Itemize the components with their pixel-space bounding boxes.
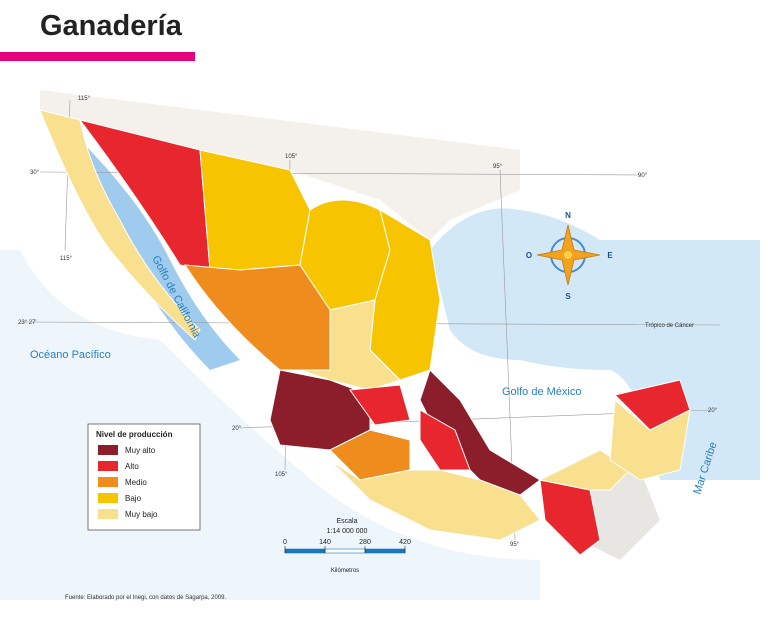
legend-swatch bbox=[98, 445, 118, 455]
graticule-label: 90° bbox=[638, 173, 648, 179]
puebla bbox=[419, 409, 471, 471]
title-bar bbox=[0, 52, 195, 61]
scale-bar: 0 140 280 420 bbox=[283, 539, 411, 554]
legend-swatch bbox=[98, 477, 118, 487]
legend-label: Muy bajo bbox=[125, 510, 158, 519]
scale-ratio: 1:14 000 000 bbox=[327, 528, 368, 535]
scale-unit: Kilómetros bbox=[331, 568, 359, 574]
legend-label: Alto bbox=[125, 462, 139, 471]
legend-title: Nivel de producción bbox=[96, 430, 173, 439]
compass-label: S bbox=[565, 292, 571, 301]
graticule-label: 105° bbox=[275, 472, 288, 478]
scale-tick-label: 140 bbox=[319, 539, 331, 546]
michoacan bbox=[329, 429, 411, 481]
sonora bbox=[78, 119, 211, 271]
scale-tick-label: 280 bbox=[359, 539, 371, 546]
graticule-label: 20° bbox=[708, 408, 718, 414]
title: Ganadería bbox=[40, 10, 183, 42]
compass-label: N bbox=[565, 211, 571, 220]
baja-california bbox=[39, 109, 201, 341]
scale-tick-label: 420 bbox=[399, 539, 411, 546]
guanajuato bbox=[349, 384, 411, 426]
gulf-of-california bbox=[80, 140, 240, 370]
legend-swatch bbox=[98, 493, 118, 503]
graticule-label: 95° bbox=[510, 542, 520, 548]
tabasco-campeche bbox=[538, 449, 631, 491]
legend-label: Bajo bbox=[125, 494, 142, 503]
legend: Nivel de producción Muy alto Alto Medio Baj… bbox=[87, 423, 201, 531]
compass-label: E bbox=[607, 251, 613, 260]
compass-label: O bbox=[526, 251, 532, 260]
water-label: Océano Pacífico bbox=[30, 349, 111, 361]
graticule-label: 20° bbox=[232, 426, 242, 432]
scale-segment bbox=[284, 548, 326, 554]
usa bbox=[40, 90, 520, 240]
graticule-label: 105° bbox=[285, 154, 298, 160]
compass: N O E S bbox=[526, 211, 613, 301]
graticule-label: 95° bbox=[493, 164, 503, 170]
scale-segment bbox=[364, 548, 406, 554]
legend-label: Medio bbox=[125, 478, 147, 487]
graticule-label: 115° bbox=[60, 256, 73, 262]
legend-swatch bbox=[98, 461, 118, 471]
graticule-label: 30° bbox=[30, 170, 40, 176]
water-label: Golfo de México bbox=[502, 386, 581, 398]
guerrero-oaxaca bbox=[329, 459, 541, 541]
scale-title: Escala bbox=[336, 518, 357, 525]
legend-swatch bbox=[98, 509, 118, 519]
tropic-label: Trópico de Cáncer bbox=[645, 323, 694, 329]
source: Fuente: Elaborado por el Inegi, con dato… bbox=[65, 595, 226, 601]
graticule-label: 23° 27' bbox=[18, 320, 37, 326]
scale-segment bbox=[324, 548, 366, 554]
scale-tick-label: 0 bbox=[283, 539, 287, 546]
quintana-roo-campeche bbox=[609, 398, 691, 481]
legend-label: Muy alto bbox=[125, 446, 156, 455]
graticule-label: 115° bbox=[78, 96, 91, 102]
